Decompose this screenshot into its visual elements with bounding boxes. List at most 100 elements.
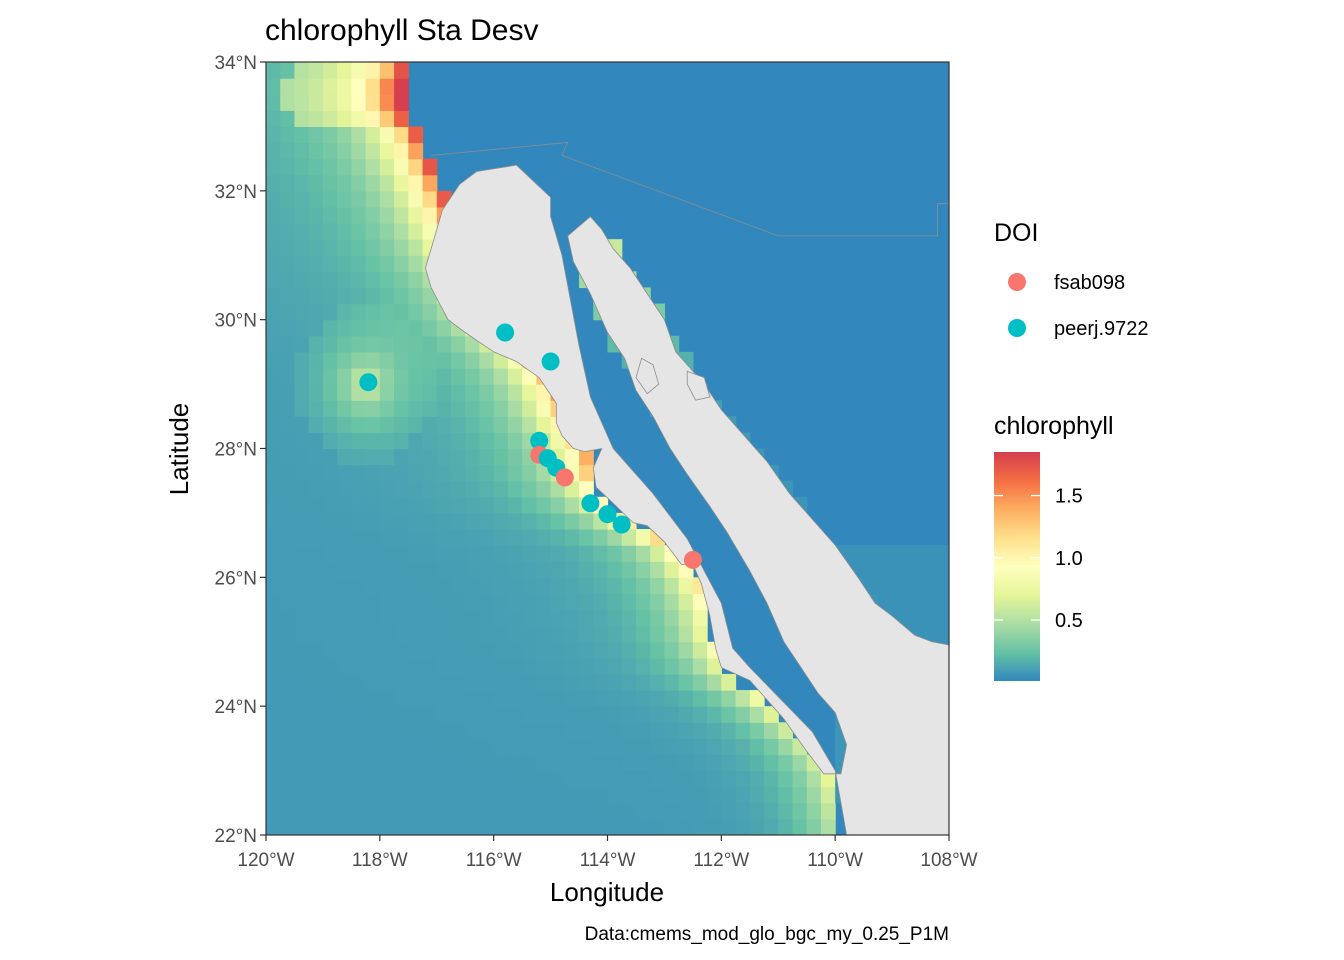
raster-cell — [778, 738, 794, 756]
raster-cell — [436, 335, 452, 353]
raster-cell — [394, 448, 409, 466]
raster-cell — [436, 496, 452, 514]
raster-cell — [351, 223, 367, 240]
raster-cell — [337, 545, 352, 562]
raster-cell — [379, 271, 395, 289]
raster-cell — [337, 239, 352, 256]
raster-cell — [593, 802, 609, 820]
raster-cell — [294, 287, 310, 305]
raster-cell — [749, 706, 765, 723]
raster-cell — [436, 432, 452, 450]
raster-cell — [664, 657, 680, 675]
raster-cell — [450, 561, 466, 578]
raster-cell — [621, 802, 637, 820]
raster-cell — [707, 673, 722, 691]
raster-cell — [308, 545, 324, 562]
raster-cell — [408, 351, 424, 369]
raster-cell — [593, 818, 609, 835]
raster-cell — [379, 593, 395, 611]
raster-cell — [408, 335, 424, 353]
raster-cell — [322, 496, 338, 514]
raster-cell — [564, 625, 580, 643]
country-border — [431, 142, 949, 237]
raster-cell — [479, 577, 495, 595]
raster-cell — [479, 690, 495, 707]
raster-cell — [692, 673, 708, 691]
raster-cell — [308, 126, 324, 144]
raster-cell — [365, 480, 381, 498]
raster-cell — [351, 609, 367, 627]
raster-cell — [707, 722, 722, 739]
raster-cell — [351, 770, 367, 788]
raster-cell — [294, 206, 310, 224]
raster-cell — [507, 432, 523, 450]
raster-cell — [664, 641, 680, 659]
raster-cell — [337, 786, 352, 804]
raster-cell — [422, 303, 438, 321]
raster-cell — [550, 561, 566, 578]
raster-cell — [507, 786, 523, 804]
raster-cell — [664, 690, 680, 707]
raster-cell — [365, 818, 381, 835]
raster-cell — [635, 770, 651, 788]
raster-cell — [280, 303, 296, 321]
raster-cell — [280, 593, 296, 611]
raster-cell — [664, 706, 680, 723]
raster-cell — [493, 512, 509, 530]
raster-cell — [450, 690, 466, 707]
raster-cell — [678, 786, 694, 804]
raster-cell — [507, 416, 523, 433]
raster-cell — [408, 239, 424, 256]
raster-cell — [408, 158, 424, 176]
raster-cell — [507, 480, 523, 498]
raster-cell — [721, 786, 737, 804]
raster-cell — [635, 545, 651, 562]
raster-cell — [806, 802, 822, 820]
raster-cell — [778, 818, 794, 835]
raster-cell — [493, 464, 509, 482]
raster-cell — [550, 512, 566, 530]
raster-cell — [564, 706, 580, 723]
raster-cell — [379, 239, 395, 256]
raster-cell — [422, 480, 438, 498]
raster-cell — [579, 706, 594, 723]
raster-cell — [493, 400, 509, 417]
raster-cell — [522, 561, 537, 578]
raster-cell — [550, 657, 566, 675]
raster-cell — [294, 78, 310, 95]
raster-cell — [749, 802, 765, 820]
doi-legend: DOI fsab098 peerj.9722 — [994, 219, 1149, 340]
raster-cell — [764, 802, 779, 820]
raster-cell — [351, 561, 367, 578]
raster-cell — [479, 770, 495, 788]
raster-cell — [408, 577, 424, 595]
raster-cell — [621, 722, 637, 739]
raster-cell — [436, 367, 452, 385]
raster-cell — [465, 496, 481, 514]
colorbar-gradient — [994, 452, 1040, 681]
raster-cell — [351, 464, 367, 482]
raster-cell — [322, 609, 338, 627]
raster-cell — [280, 802, 296, 820]
raster-cell — [322, 142, 338, 160]
raster-cell — [351, 287, 367, 305]
raster-cell — [308, 94, 324, 111]
raster-cell — [266, 480, 281, 498]
raster-cell — [621, 818, 637, 835]
raster-cell — [522, 400, 537, 417]
raster-cell — [422, 625, 438, 643]
raster-cell — [593, 706, 609, 723]
raster-cell — [337, 641, 352, 659]
raster-cell — [294, 722, 310, 739]
raster-cell — [422, 448, 438, 466]
raster-cell — [579, 448, 594, 466]
raster-cell — [692, 625, 708, 643]
raster-cell — [920, 561, 936, 578]
raster-cell — [621, 625, 637, 643]
raster-cell — [436, 625, 452, 643]
raster-cell — [308, 593, 324, 611]
raster-cell — [564, 657, 580, 675]
raster-cell — [465, 818, 481, 835]
raster-cell — [280, 690, 296, 707]
raster-cell — [337, 62, 352, 79]
